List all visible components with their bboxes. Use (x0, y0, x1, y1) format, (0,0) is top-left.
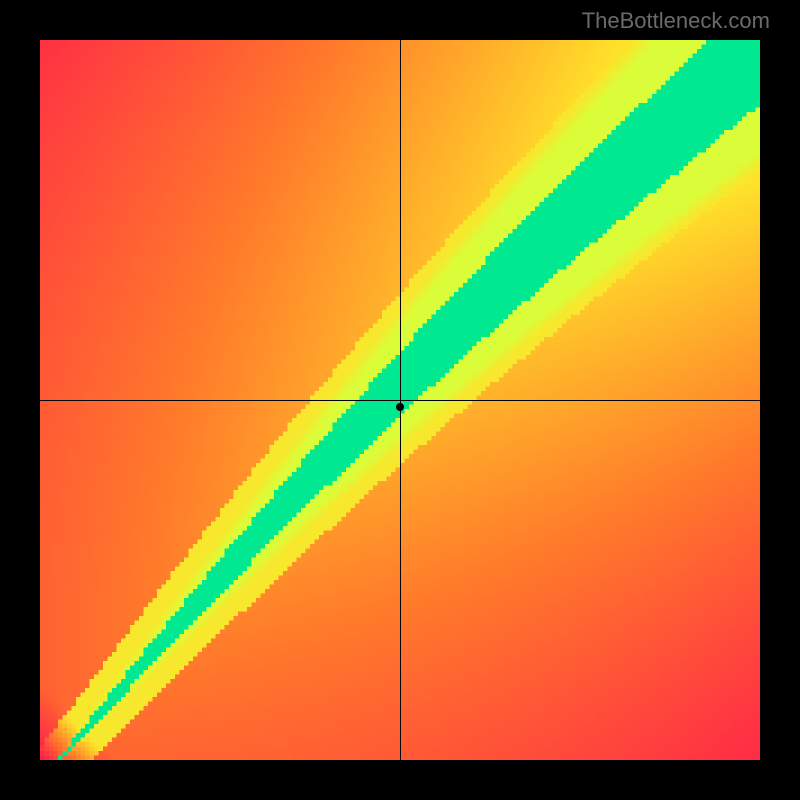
crosshair-horizontal (40, 400, 760, 401)
watermark-text: TheBottleneck.com (582, 8, 770, 34)
plot-area (40, 40, 760, 760)
chart-frame: TheBottleneck.com (0, 0, 800, 800)
marker-dot (396, 403, 404, 411)
